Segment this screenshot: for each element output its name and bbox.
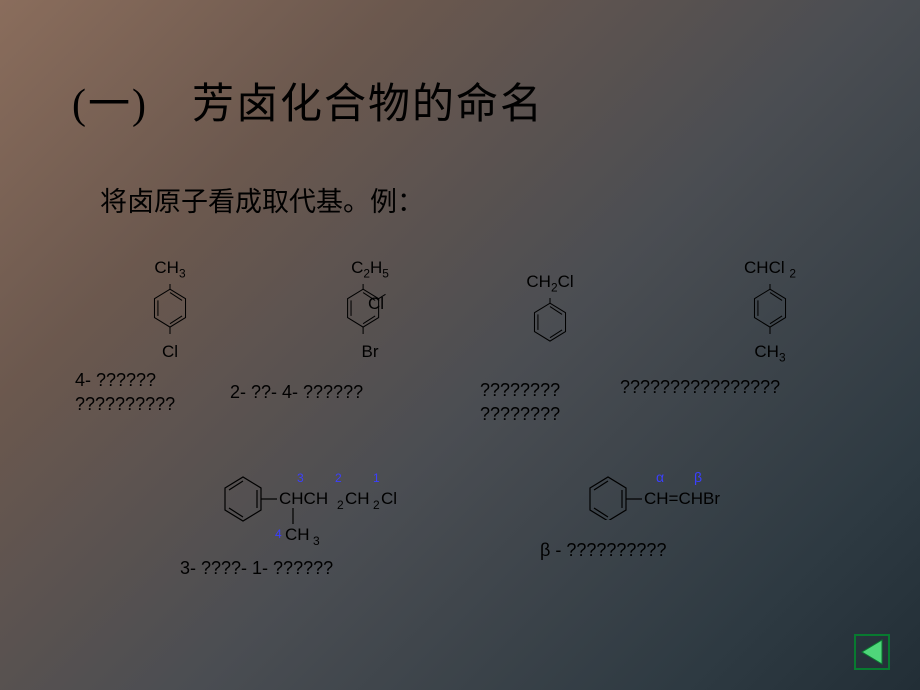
benzene-ring-icon: [748, 284, 792, 334]
svg-text:2: 2: [373, 498, 380, 512]
svg-text:CH=CHBr: CH=CHBr: [644, 489, 720, 508]
svg-text:1: 1: [373, 471, 380, 485]
m1-name: 4- ?????? ??????????: [75, 368, 235, 417]
m2-top: C2H5: [290, 258, 450, 281]
m1-top: CH3: [105, 258, 235, 281]
m6-name: β - ??????????: [540, 538, 790, 562]
svg-text:4: 4: [275, 527, 282, 541]
m5-name: 3- ????- 1- ??????: [180, 556, 450, 580]
molecule-5: 3 2 1 CHCH 2 CH 2 Cl 4 CH 3 3- ????- 1- …: [190, 460, 450, 580]
svg-text:α: α: [656, 469, 664, 485]
svg-text:Cl: Cl: [381, 489, 397, 508]
svg-text:2: 2: [337, 498, 344, 512]
m3-name: ???????? ????????: [480, 378, 620, 427]
svg-text:2: 2: [335, 471, 342, 485]
molecule-2: C2H5 Cl Br 2- ??- 4- ??????: [290, 258, 450, 404]
svg-text:CH: CH: [345, 489, 370, 508]
m4-bottom: CH3: [680, 342, 860, 365]
m4-top: CHCl 2: [680, 258, 860, 281]
benzene-ring-icon: [528, 298, 572, 348]
m6-structure: α β CH=CHBr: [570, 460, 770, 520]
molecule-1: CH3 Cl 4- ?????? ??????????: [105, 258, 235, 416]
svg-text:CH: CH: [285, 525, 310, 544]
svg-text:3: 3: [297, 471, 304, 485]
slide-subtitle: 将卤原子看成取代基。例：: [100, 180, 424, 219]
svg-text:β: β: [694, 469, 702, 485]
slide-title: (一) 芳卤化合物的命名: [72, 70, 544, 131]
molecule-3: CH2Cl ???????? ????????: [480, 272, 620, 427]
prev-slide-button[interactable]: [854, 634, 890, 670]
m5-structure: 3 2 1 CHCH 2 CH 2 Cl 4 CH 3: [205, 460, 435, 550]
m2-side: Cl: [368, 294, 384, 314]
molecule-4: CHCl 2 CH3 ????????????????: [680, 258, 860, 399]
m3-top: CH2Cl: [480, 272, 620, 295]
svg-text:3: 3: [313, 534, 320, 548]
m2-name: 2- ??- 4- ??????: [230, 380, 450, 404]
m1-bottom: Cl: [105, 342, 235, 362]
svg-text:CHCH: CHCH: [279, 489, 328, 508]
molecule-6: α β CH=CHBr β - ??????????: [550, 460, 790, 562]
benzene-ring-icon: [148, 284, 192, 334]
m2-bottom: Br: [290, 342, 450, 362]
m4-name: ????????????????: [620, 375, 860, 399]
